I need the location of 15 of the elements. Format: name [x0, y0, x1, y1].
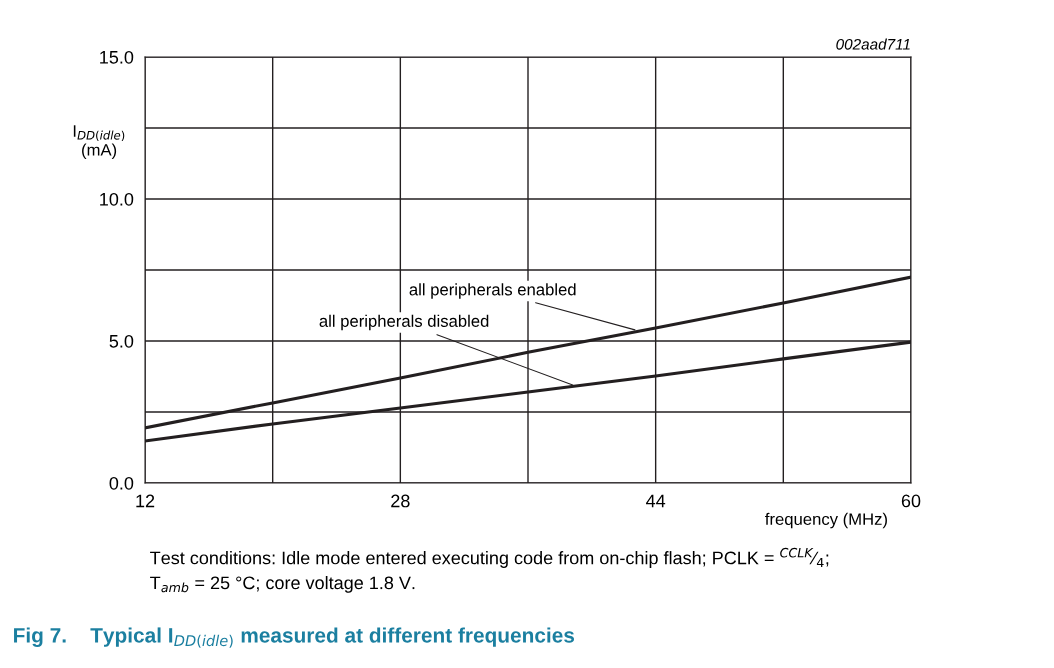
- x-tick-label: 44: [646, 494, 666, 508]
- text: Fig 7. Typical I$_{DD(idle)}$ measured at different frequencies: [14, 627, 575, 648]
- x-tick-label: 12: [136, 494, 155, 508]
- y-tick-label: 10.0: [100, 192, 134, 206]
- x-tick-label: 60: [901, 494, 921, 508]
- text: Test conditions: Idle mode entered executing code from on-chip flash; PCLK = $^{CCLK}$⁄$_{4}$; T$_{amb}$ = 25 °C; core voltage 1.8 V.: [150, 547, 829, 593]
- y-axis-title: I$_{DD(idle)}$ (mA): [73, 125, 125, 160]
- annotation: all peripherals disabled: [319, 314, 489, 331]
- annotation: all peripherals enabled: [409, 283, 576, 299]
- y-tick-label: 0.0: [109, 476, 134, 490]
- x-tick-label: 28: [391, 494, 410, 508]
- x-axis-title: frequency (MHz): [765, 512, 887, 529]
- y-tick-label: 15.0: [100, 50, 134, 64]
- y-tick-label: 5.0: [109, 334, 134, 348]
- text: 002aad711: [836, 38, 910, 50]
